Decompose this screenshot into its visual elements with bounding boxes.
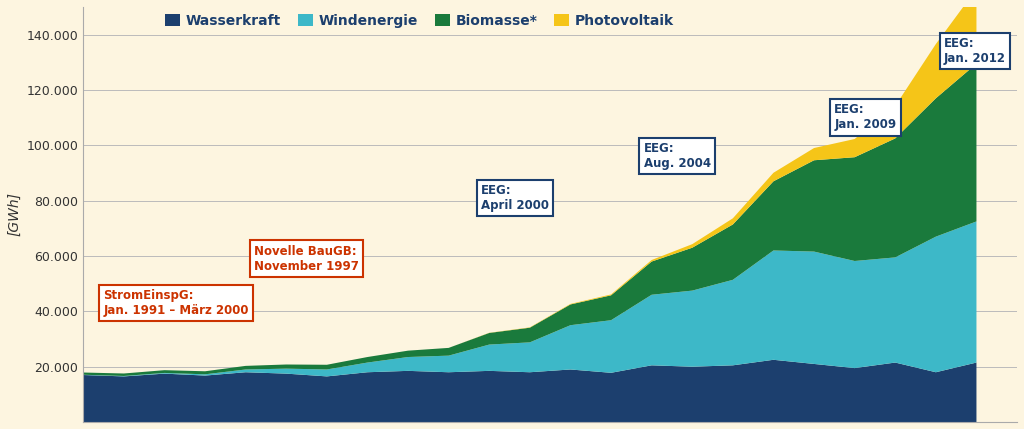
Text: StromEinspG:
Jan. 1991 – März 2000: StromEinspG: Jan. 1991 – März 2000 — [103, 289, 249, 317]
Text: EEG:
Jan. 2009: EEG: Jan. 2009 — [835, 103, 896, 131]
Y-axis label: [GWh]: [GWh] — [7, 193, 20, 236]
Text: EEG:
Jan. 2012: EEG: Jan. 2012 — [944, 37, 1006, 65]
Legend: Wasserkraft, Windenergie, Biomasse*, Photovoltaik: Wasserkraft, Windenergie, Biomasse*, Pho… — [165, 14, 674, 28]
Text: EEG:
Aug. 2004: EEG: Aug. 2004 — [643, 142, 711, 170]
Text: EEG:
April 2000: EEG: April 2000 — [481, 184, 549, 212]
Text: Novelle BauGB:
November 1997: Novelle BauGB: November 1997 — [254, 245, 358, 272]
